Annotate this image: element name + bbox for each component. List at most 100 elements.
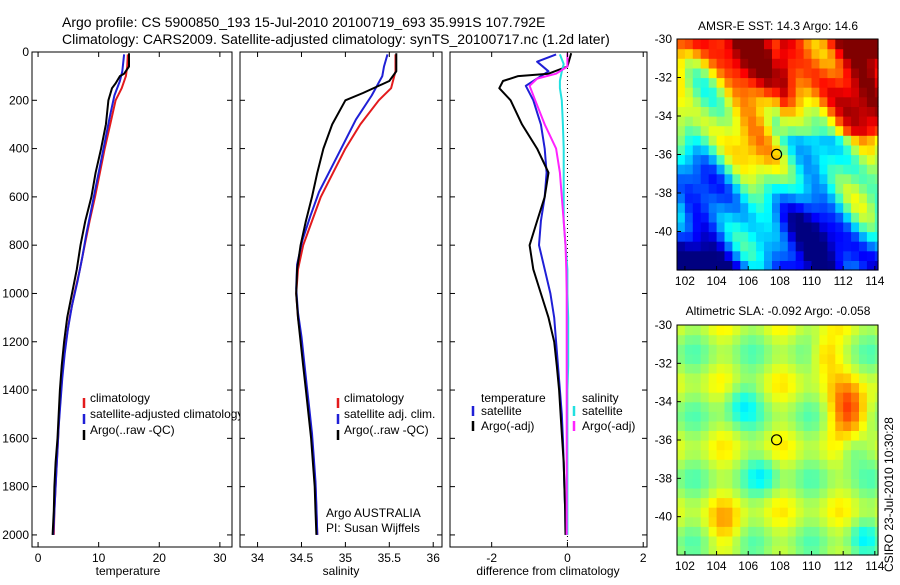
sst-map-cell: [795, 58, 805, 69]
sst-map-cell: [708, 193, 718, 204]
sla-map-cell: [732, 545, 741, 556]
sst-map-cell: [748, 116, 757, 127]
sst-map-cell: [866, 212, 876, 223]
sst-map-cell: [827, 48, 836, 59]
sla-map-cell: [866, 325, 876, 336]
sst-map-cell: [724, 193, 733, 204]
sla-map-cell: [859, 478, 868, 489]
sst-map-cell: [740, 250, 749, 261]
sst-map-cell: [764, 154, 773, 165]
sst-map-cell: [677, 87, 686, 98]
sla-map-cell: [716, 372, 726, 384]
temperature-series-line-2: [51, 53, 130, 535]
sst-map-title: AMSR-E SST: 14.3 Argo: 14.6: [698, 19, 858, 33]
sla-map-cell: [843, 353, 852, 364]
temperature-series-line-1: [52, 54, 126, 535]
sst-map-cell: [795, 193, 805, 204]
sla-map-cell: [866, 411, 876, 422]
sst-map-cell: [756, 67, 765, 79]
sst-map-cell: [684, 154, 694, 165]
sla-map-cell: [827, 459, 836, 470]
sst-map-cell: [692, 125, 702, 136]
sla-map-cell: [740, 516, 749, 527]
sst-map-cell: [724, 202, 733, 213]
sst-map-cell: [835, 39, 844, 50]
sst-map-cell: [795, 231, 805, 242]
sst-map-cell: [716, 183, 726, 194]
sst-map-cell: [835, 135, 844, 146]
sst-map-cell: [732, 241, 741, 252]
sla-map-cell: [716, 382, 726, 393]
sla-map-cell: [851, 440, 860, 451]
sla-map-cell: [756, 363, 765, 374]
sla-map-cell: [866, 372, 876, 384]
sla-map-cell: [851, 401, 860, 412]
sst-map-cell: [803, 144, 813, 156]
sst-map-cell: [827, 144, 836, 156]
sla-map-cell: [772, 487, 781, 499]
sla-map-cell: [708, 487, 718, 499]
sst-map-cell: [827, 173, 836, 184]
sst-map-cell: [795, 135, 805, 146]
sst-map-cell: [779, 58, 789, 69]
sla-map-cell: [692, 487, 702, 499]
sla-map-cell: [874, 487, 879, 499]
sst-map-cell: [724, 106, 733, 117]
sla-map-cell: [772, 382, 781, 393]
sst-map-cell: [835, 231, 844, 242]
sst-map-cell: [835, 87, 844, 98]
sla-map-cell: [843, 401, 852, 412]
sst-map-cell: [851, 39, 860, 50]
sst-map-cell: [732, 154, 741, 165]
sst-map-cell: [819, 212, 828, 223]
sla-map-cell: [827, 440, 836, 451]
sst-map-cell: [811, 212, 820, 223]
sla-map-cell: [859, 325, 868, 336]
sla-map-cell: [819, 440, 828, 451]
sst-map-cell: [859, 212, 868, 223]
sla-map-cell: [779, 411, 789, 422]
sla-map-cell: [811, 507, 820, 518]
sla-map-cell: [708, 478, 718, 489]
sst-map-xtick-label: 110: [802, 274, 821, 288]
sla-map-cell: [772, 372, 781, 384]
sla-map-cell: [716, 334, 726, 345]
sla-map-cell: [684, 468, 694, 479]
sst-map-cell: [859, 183, 868, 194]
sst-map-cell: [859, 77, 868, 88]
sla-map-ytick-label: -36: [655, 433, 673, 447]
temperature-xtick-label: 30: [213, 551, 227, 565]
sla-map-ytick-label: -30: [655, 318, 673, 332]
sla-map-cell: [692, 392, 702, 403]
sla-map-cell: [859, 468, 868, 479]
sla-map-cell: [787, 411, 797, 422]
sla-map-cell: [684, 497, 694, 508]
sla-map-cell: [795, 363, 805, 374]
sla-map-cell: [859, 507, 868, 518]
sst-map-cell: [716, 202, 726, 213]
sla-map-cell: [851, 468, 860, 479]
sla-map-cell: [851, 478, 860, 489]
sst-map-cell: [851, 67, 860, 79]
sla-map-cell: [764, 516, 773, 527]
sla-map-cell: [843, 430, 852, 441]
sst-map-cell: [732, 77, 741, 88]
sst-map-cell: [708, 77, 718, 88]
sla-map-panel: Altimetric SLA: -0.092 Argo: -0.058 102 1…: [655, 304, 885, 573]
sst-map-xtick-label: 112: [834, 274, 853, 288]
sst-map-cell: [843, 164, 852, 175]
sst-map-cell: [708, 173, 718, 184]
sla-map-cell: [764, 430, 773, 441]
sst-map-cell: [700, 241, 710, 252]
sla-map-cell: [677, 526, 686, 537]
sla-map-cell: [677, 440, 686, 451]
sla-map-cell: [716, 497, 726, 508]
sst-map-cell: [811, 183, 820, 194]
sst-map-cell: [772, 250, 781, 261]
sst-map-cell: [811, 260, 820, 271]
sst-map-cell: [748, 231, 757, 242]
sst-map-cell: [819, 67, 828, 79]
sst-map-cell: [787, 96, 797, 107]
sst-map-cell: [740, 58, 749, 69]
sst-map-cell: [708, 241, 718, 252]
